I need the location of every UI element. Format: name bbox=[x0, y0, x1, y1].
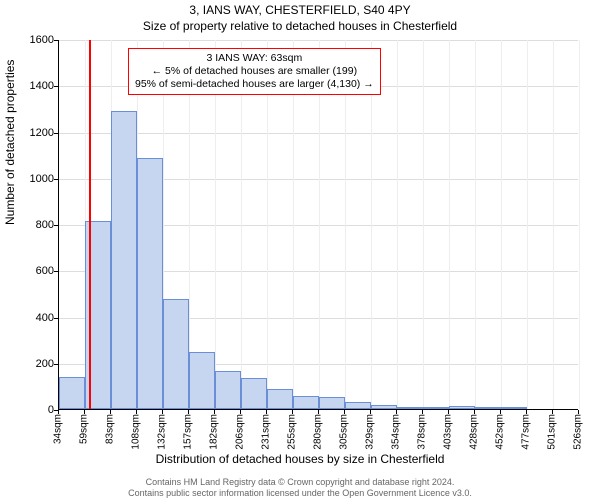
histogram-bar bbox=[215, 371, 241, 409]
xtick-label: 501sqm bbox=[547, 414, 558, 450]
chart-title: Size of property relative to detached ho… bbox=[0, 19, 600, 33]
x-axis-label: Distribution of detached houses by size … bbox=[0, 452, 600, 466]
histogram-bar bbox=[59, 377, 85, 409]
ytick-mark bbox=[54, 225, 58, 226]
info-box: 3 IANS WAY: 63sqm ← 5% of detached house… bbox=[128, 48, 381, 95]
gridline-v bbox=[527, 40, 528, 409]
footer-line-1: Contains HM Land Registry data © Crown c… bbox=[0, 477, 600, 487]
gridline-v bbox=[449, 40, 450, 409]
xtick-label: 83sqm bbox=[105, 414, 116, 444]
histogram-bar bbox=[423, 407, 449, 409]
gridline-v bbox=[553, 40, 554, 409]
xtick-label: 280sqm bbox=[313, 414, 324, 450]
ytick-mark bbox=[54, 271, 58, 272]
histogram-bar bbox=[137, 158, 163, 409]
xtick-label: 452sqm bbox=[495, 414, 506, 450]
histogram-bar bbox=[501, 407, 527, 409]
histogram-bar bbox=[371, 405, 397, 409]
gridline-v bbox=[579, 40, 580, 409]
xtick-label: 231sqm bbox=[261, 414, 272, 450]
xtick-label: 108sqm bbox=[131, 414, 142, 450]
xtick-label: 354sqm bbox=[391, 414, 402, 450]
histogram-bar bbox=[163, 299, 189, 409]
histogram-bar bbox=[241, 378, 267, 409]
info-line-1: 3 IANS WAY: 63sqm bbox=[135, 52, 374, 65]
histogram-bar bbox=[345, 402, 371, 409]
ytick-label: 1600 bbox=[10, 34, 54, 46]
histogram-bar bbox=[293, 396, 319, 409]
xtick-label: 59sqm bbox=[79, 414, 90, 444]
ytick-mark bbox=[54, 40, 58, 41]
histogram-bar bbox=[319, 397, 345, 409]
histogram-bar bbox=[397, 407, 423, 409]
footer-attribution: Contains HM Land Registry data © Crown c… bbox=[0, 477, 600, 498]
ytick-label: 0 bbox=[10, 404, 54, 416]
histogram-bar bbox=[189, 352, 215, 409]
ytick-label: 800 bbox=[10, 219, 54, 231]
xtick-label: 34sqm bbox=[53, 414, 64, 444]
xtick-label: 403sqm bbox=[443, 414, 454, 450]
plot-area bbox=[58, 40, 578, 410]
ytick-label: 200 bbox=[10, 358, 54, 370]
histogram-bar bbox=[449, 406, 475, 409]
footer-line-2: Contains public sector information licen… bbox=[0, 488, 600, 498]
ytick-mark bbox=[54, 86, 58, 87]
ytick-label: 600 bbox=[10, 265, 54, 277]
gridline-v bbox=[423, 40, 424, 409]
xtick-label: 329sqm bbox=[365, 414, 376, 450]
ytick-mark bbox=[54, 318, 58, 319]
xtick-label: 206sqm bbox=[235, 414, 246, 450]
xtick-label: 182sqm bbox=[209, 414, 220, 450]
gridline-v bbox=[475, 40, 476, 409]
ytick-label: 1200 bbox=[10, 127, 54, 139]
xtick-label: 157sqm bbox=[183, 414, 194, 450]
ytick-label: 400 bbox=[10, 312, 54, 324]
info-line-3: 95% of semi-detached houses are larger (… bbox=[135, 78, 374, 91]
xtick-label: 428sqm bbox=[469, 414, 480, 450]
info-line-2: ← 5% of detached houses are smaller (199… bbox=[135, 65, 374, 78]
xtick-label: 477sqm bbox=[521, 414, 532, 450]
xtick-label: 132sqm bbox=[157, 414, 168, 450]
histogram-bar bbox=[267, 389, 293, 409]
histogram-bar bbox=[111, 111, 137, 409]
supertitle: 3, IANS WAY, CHESTERFIELD, S40 4PY bbox=[0, 3, 600, 17]
histogram-bar bbox=[475, 407, 501, 409]
xtick-label: 526sqm bbox=[573, 414, 584, 450]
gridline-v bbox=[397, 40, 398, 409]
ytick-label: 1000 bbox=[10, 173, 54, 185]
ytick-mark bbox=[54, 179, 58, 180]
chart-page: 3, IANS WAY, CHESTERFIELD, S40 4PY Size … bbox=[0, 0, 600, 500]
ytick-mark bbox=[54, 364, 58, 365]
ytick-mark bbox=[54, 133, 58, 134]
ytick-label: 1400 bbox=[10, 80, 54, 92]
xtick-label: 255sqm bbox=[287, 414, 298, 450]
xtick-label: 378sqm bbox=[417, 414, 428, 450]
gridline-v bbox=[501, 40, 502, 409]
marker-line bbox=[89, 40, 91, 409]
xtick-label: 305sqm bbox=[339, 414, 350, 450]
